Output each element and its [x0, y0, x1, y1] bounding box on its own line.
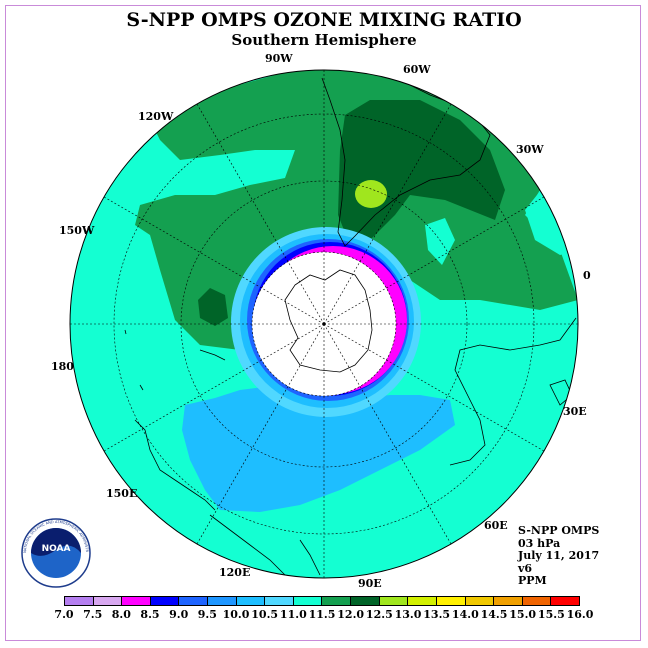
lon-label-60e: 60E	[484, 519, 508, 532]
lon-label-120w: 120W	[138, 110, 174, 123]
colorbar-segment	[408, 597, 437, 605]
lon-label-90w: 90W	[265, 52, 293, 65]
graticule	[70, 70, 578, 578]
colorbar-segment	[236, 597, 266, 605]
colorbar-segment	[150, 597, 180, 605]
lon-label-0: 0	[583, 269, 591, 282]
colorbar-tick-label: 12.5	[365, 608, 393, 621]
colorbar-tick-label: 14.0	[451, 608, 479, 621]
colorbar-segment	[436, 597, 466, 605]
info-date: July 11, 2017	[518, 549, 600, 562]
colorbar-tick-label: 15.0	[509, 608, 537, 621]
noaa-logo-text: NOAA	[42, 544, 71, 554]
colorbar-segment	[379, 597, 409, 605]
colorbar-tick-label: 10.5	[251, 608, 279, 621]
colorbar-tick-label: 7.0	[54, 608, 74, 621]
colorbar-tick-label: 12.0	[337, 608, 365, 621]
lon-label-60w: 60W	[403, 63, 431, 76]
info-units: PPM	[518, 574, 547, 587]
lon-label-90e: 90E	[358, 577, 382, 590]
field-sky-blue	[182, 385, 455, 512]
colorbar-tick-label: 8.0	[111, 608, 131, 621]
map-subtitle: Southern Hemisphere	[231, 31, 417, 49]
colorbar-segment	[208, 597, 237, 605]
colorbar-segment	[551, 597, 579, 605]
colorbar-segment	[351, 597, 380, 605]
colorbar-tick-label: 11.0	[279, 608, 307, 621]
info-block: S-NPP OMPS 03 hPa July 11, 2017 v6 PPM	[518, 524, 600, 588]
lon-label-150w: 150W	[59, 224, 95, 237]
info-version: v6	[518, 561, 533, 575]
lon-label-120e: 120E	[219, 566, 251, 579]
south-pole-marker	[322, 322, 326, 326]
colorbar-tick-label: 8.5	[140, 608, 160, 621]
colorbar-tick-label: 11.5	[308, 608, 336, 621]
colorbar-segment	[179, 597, 209, 605]
lon-label-180: 180	[51, 360, 74, 373]
colorbar-tick-label: 14.5	[480, 608, 508, 621]
info-level: 03 hPa	[518, 536, 561, 550]
map-title: S-NPP OMPS OZONE MIXING RATIO	[126, 9, 522, 31]
colorbar-segment	[93, 597, 123, 605]
colorbar-ticks: 7.0 7.5 8.0 8.5 9.0 9.5 10.0 10.5 11.0 11.5 12.0 12…	[0, 608, 648, 622]
colorbar-tick-label: 13.0	[394, 608, 422, 621]
colorbar-segment	[322, 597, 352, 605]
field-aqua-pocket-1	[425, 218, 455, 265]
field-lime-spot	[355, 180, 387, 208]
colorbar-tick-label: 15.5	[537, 608, 565, 621]
map-border	[69, 69, 579, 579]
lon-label-150e: 150E	[106, 487, 138, 500]
colorbar-tick-label: 9.5	[197, 608, 217, 621]
coastlines	[124, 70, 577, 576]
colorbar-segment	[293, 597, 323, 605]
colorbar-segment	[494, 597, 523, 605]
colorbar-segment	[265, 597, 294, 605]
field-dark-green	[338, 100, 505, 245]
colorbar-tick-label: 16.0	[566, 608, 594, 621]
info-instrument: S-NPP OMPS	[518, 524, 600, 537]
colorbar-segment	[465, 597, 495, 605]
colorbar	[64, 596, 580, 606]
lon-label-30e: 30E	[563, 405, 587, 418]
colorbar-tick-label: 7.5	[83, 608, 103, 621]
lon-label-30w: 30W	[516, 143, 544, 156]
colorbar-segment	[122, 597, 151, 605]
colorbar-tick-label: 13.5	[423, 608, 451, 621]
field-dark-green-2	[198, 288, 228, 326]
colorbar-segment	[65, 597, 94, 605]
ozone-field	[70, 70, 578, 578]
colorbar-tick-label: 9.0	[169, 608, 189, 621]
colorbar-tick-label: 10.0	[222, 608, 250, 621]
colorbar-segment	[522, 597, 552, 605]
figure-frame	[5, 5, 641, 641]
